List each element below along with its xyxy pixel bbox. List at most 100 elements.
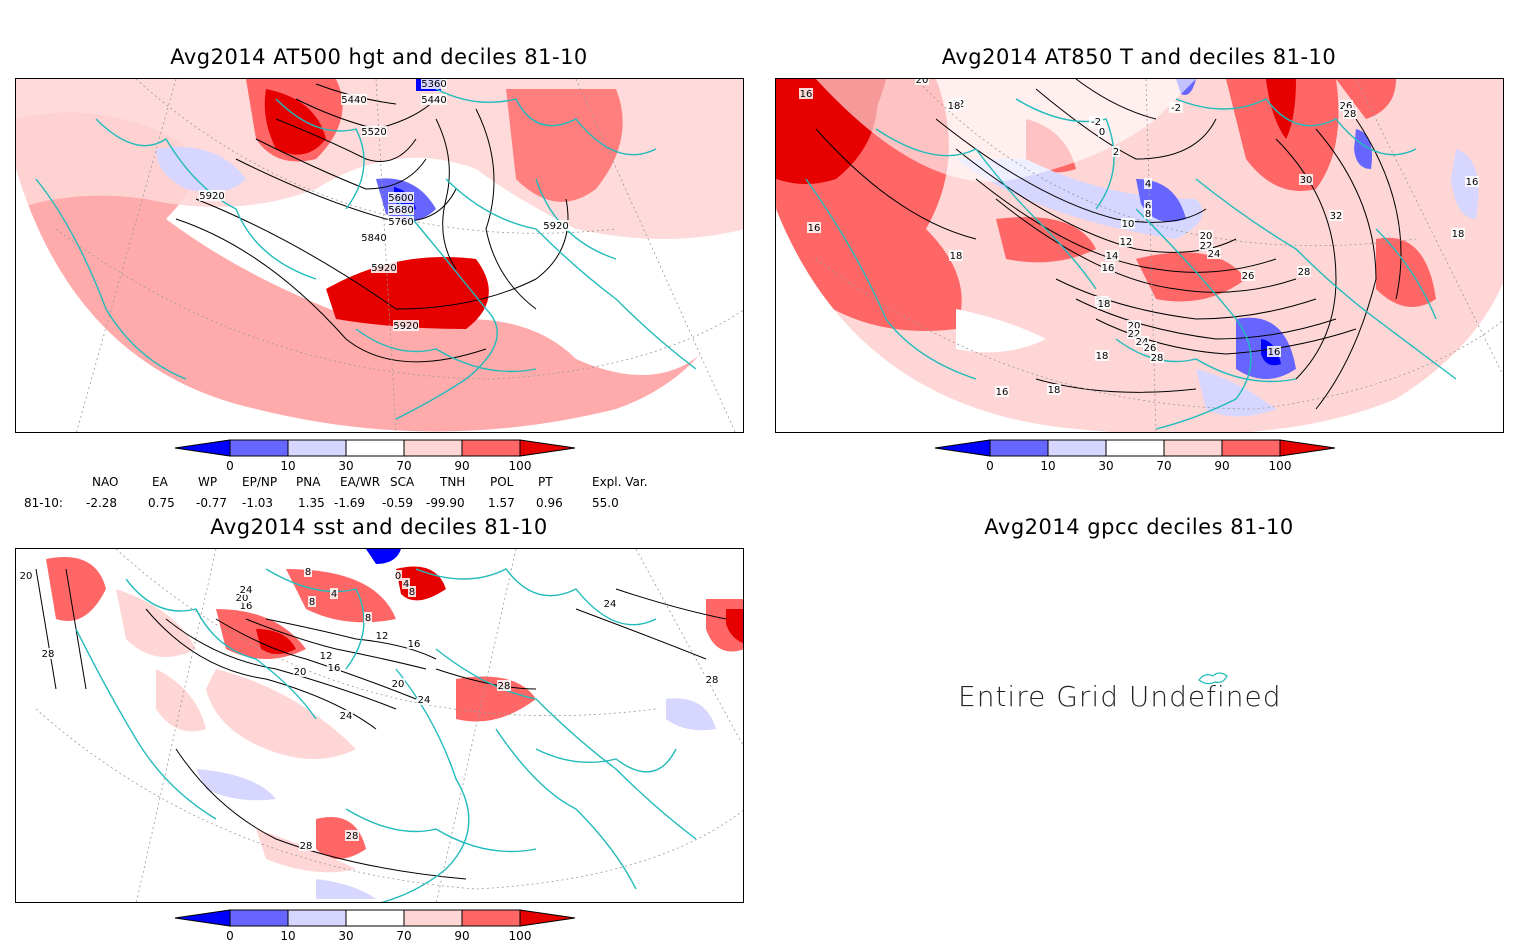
contour-label: 8 [409, 587, 415, 598]
decile-shading-100 [264, 89, 326, 155]
contour-label: -2 [1091, 117, 1101, 128]
decile-shading-30 [1451, 149, 1479, 219]
contour-label: 24 [1136, 337, 1149, 348]
colorbar-segment [229, 439, 289, 457]
decile-shading-90 [16, 112, 743, 432]
contour-label: 26 [1340, 101, 1353, 112]
contour-label: 28 [1344, 109, 1357, 120]
index-row-label: 81-10: [24, 496, 63, 510]
index-header: WP [198, 475, 218, 489]
colorbar-hgt500: 0 10 30 70 90 100 [174, 439, 576, 473]
map-panel-sst: 20 16 20 24 28 8 4 8 0 4 8 8 12 12 16 16 20 20 24 24 28 28 28 2… [15, 548, 744, 903]
contour-label: 4 [331, 589, 337, 600]
contour-label: 32 [1330, 211, 1343, 222]
contour-label: 20 [1128, 321, 1141, 332]
colorbar-segment [1279, 439, 1336, 457]
decile-shading-30 [1196, 369, 1276, 417]
contour-labels: 16202218-20-2246810121416181820222426282… [799, 79, 1479, 398]
decile-shading-10 [1354, 129, 1372, 169]
contour-label: 24 [1208, 249, 1221, 260]
contour-label: 16 [800, 89, 813, 100]
contour-label: 5440 [421, 95, 446, 106]
contour-label: 0 [1099, 127, 1105, 138]
contour-label: 28 [346, 831, 359, 842]
contour-label: 20 [916, 79, 929, 86]
decile-shading-30 [196, 769, 276, 801]
contour-label: 5840 [361, 233, 386, 244]
colorbar-segment [403, 909, 463, 927]
contour-label: 16 [996, 387, 1009, 398]
colorbar-tick-label: 10 [280, 459, 295, 473]
index-value: 55.0 [592, 496, 619, 510]
colorbar-segment [1047, 439, 1107, 457]
colorbar-segment [519, 909, 576, 927]
decile-shading-100 [326, 257, 489, 329]
colorbar-tick-label: 30 [1098, 459, 1113, 473]
colorbar-tick-label: 90 [454, 929, 469, 943]
map-sst-svg: 2016202428848048812121616202024242828282… [16, 549, 743, 902]
contour-label: 10 [1122, 219, 1135, 230]
contour-label: 16 [240, 601, 253, 612]
contour-label: 16 [408, 639, 421, 650]
colorbar-tick-label: 100 [509, 459, 532, 473]
sst-contours [35, 568, 727, 880]
colorbar-tick-label: 70 [1156, 459, 1171, 473]
contour-label: 28 [42, 649, 55, 660]
index-header: PT [538, 475, 553, 489]
decile-shading-30 [316, 879, 376, 899]
contour-label: 28 [300, 841, 313, 852]
colorbar-segment [174, 909, 231, 927]
meridians-parallels [815, 79, 1503, 432]
index-value: -2.28 [86, 496, 118, 510]
contour-label: 20 [1200, 231, 1213, 242]
index-header: SCA [390, 475, 415, 489]
index-value: 0.75 [148, 496, 175, 510]
colorbar-tick-label: 10 [1040, 459, 1055, 473]
decile-shading-90 [286, 569, 396, 623]
contour-label: 5520 [361, 127, 386, 138]
contour-label: 16 [1102, 263, 1115, 274]
projection-outside [16, 169, 743, 432]
map-gpcc-coastline-fragment [1198, 672, 1228, 685]
colorbar-segment [1221, 439, 1281, 457]
decile-shading-100 [726, 609, 743, 644]
contour-label: 5760 [388, 217, 413, 228]
decile-shading-70 [206, 669, 356, 759]
contour-label: 16 [1466, 177, 1479, 188]
index-header: Expl. Var. [592, 475, 648, 489]
contour-label: 18 [950, 251, 963, 262]
contour-labels: 2016202428848048812121616202024242828282… [19, 566, 719, 852]
index-header: PNA [296, 475, 321, 489]
contour-label: 20 [392, 679, 405, 690]
colorbar-tick-label: 0 [226, 459, 234, 473]
index-value: -1.03 [242, 496, 274, 510]
colorbar-tick-label: 70 [396, 929, 411, 943]
contour-label: 0 [395, 571, 401, 582]
contour-label: 16 [808, 223, 821, 234]
meridians-parallels [55, 79, 743, 432]
colorbar-tick-label: 100 [1269, 459, 1292, 473]
contour-label: 8 [365, 613, 371, 624]
index-value: 0.96 [536, 496, 563, 510]
contour-label: 22 [1128, 329, 1141, 340]
colorbar-segment [345, 439, 405, 457]
decile-shading-none [816, 79, 1196, 182]
decile-shading-none [956, 309, 1046, 353]
index-header: POL [490, 475, 514, 489]
map-panel-t850: 16202218-20-2246810121416181820222426282… [775, 78, 1504, 433]
colorbar-segment [461, 439, 521, 457]
contour-label: 8 [1145, 209, 1151, 220]
contour-label: 24 [240, 585, 253, 596]
teleconnection-indices: NAO EA WP EP/NP PNA EA/WR SCA TNH POL PT Expl. Var… [20, 474, 720, 514]
colorbar-segment [287, 909, 347, 927]
contour-label: 6 [1145, 201, 1151, 212]
colorbar-segment [1163, 439, 1223, 457]
index-value: -0.77 [196, 496, 228, 510]
meridians-parallels [35, 549, 743, 902]
contour-label: 22 [1200, 241, 1213, 252]
contour-label: 2 [1113, 147, 1119, 158]
contour-label: 4 [1145, 179, 1151, 190]
contour-label: 28 [1298, 267, 1311, 278]
index-value: -1.69 [334, 496, 366, 510]
